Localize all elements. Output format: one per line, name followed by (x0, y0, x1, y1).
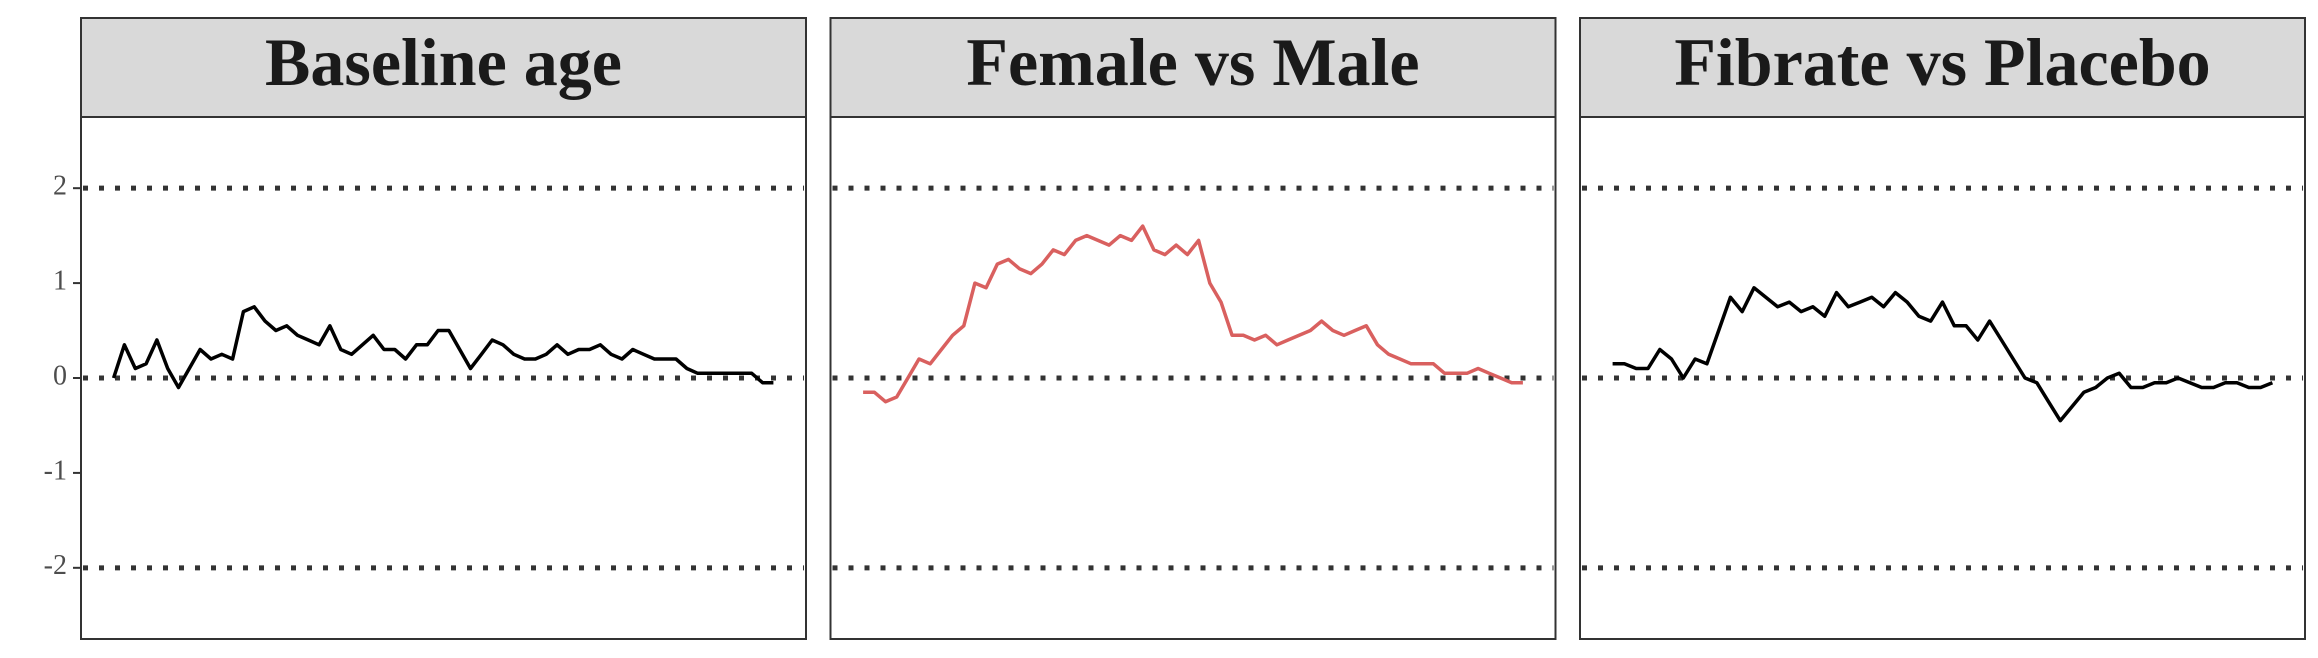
line (111, 305, 774, 390)
y-tick-label: 1 (53, 266, 67, 297)
panel (829, 116, 1557, 640)
strip (80, 17, 807, 118)
y-tick-label: -1 (44, 455, 67, 486)
strip (1579, 17, 2306, 118)
panel-title: Fibrate vs Placebo (1674, 24, 2210, 100)
strip (829, 17, 1557, 118)
line (1612, 286, 2274, 423)
y-tick-label: 2 (53, 171, 67, 202)
y-tick-label: -2 (44, 550, 67, 581)
panel (1579, 116, 2306, 640)
panel-title: Female vs Male (966, 24, 1419, 100)
line (863, 224, 1523, 404)
panel (80, 116, 807, 640)
y-tick-label: 0 (53, 360, 67, 391)
panel-title: Baseline age (265, 24, 622, 100)
